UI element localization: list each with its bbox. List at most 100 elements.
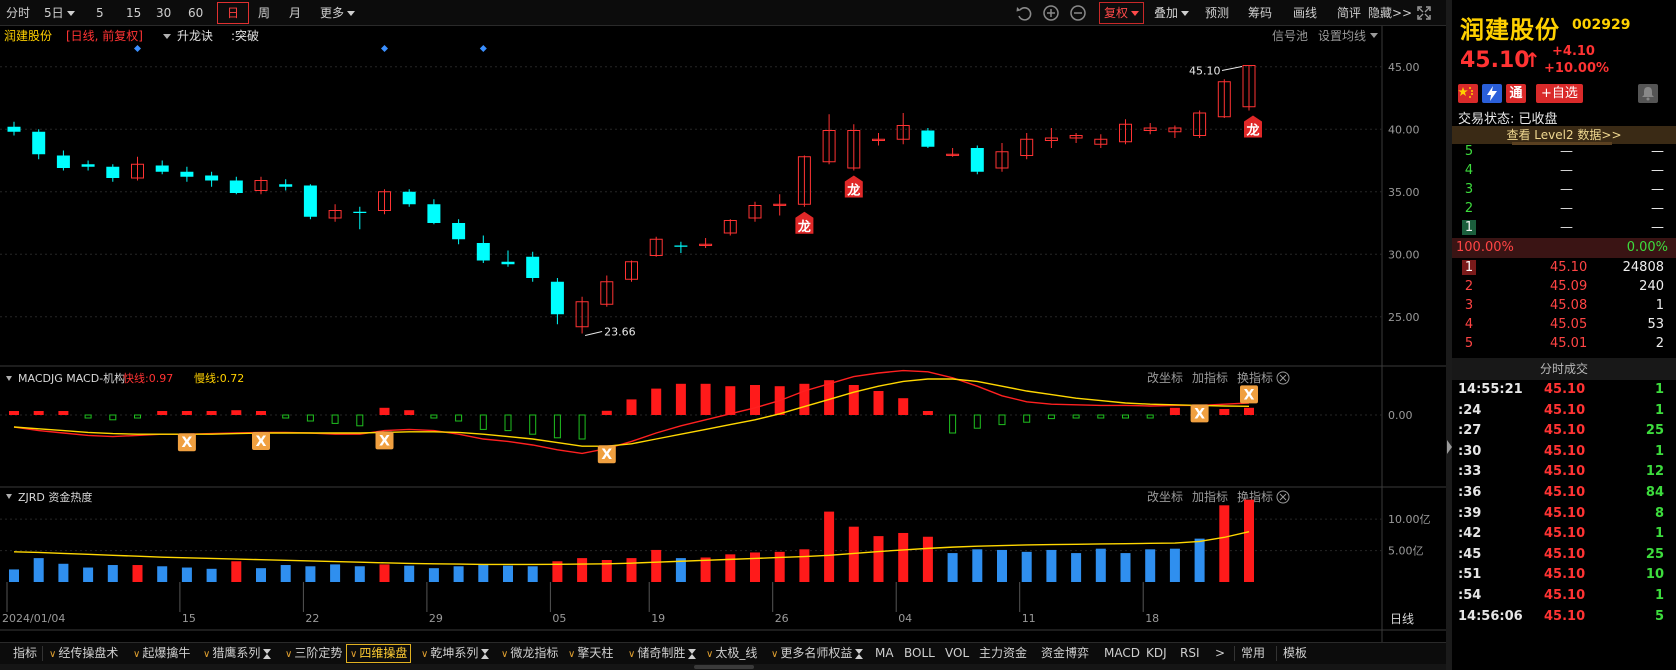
bid-row[interactable]: 3 45.08 1 [1452,298,1676,317]
chips-button[interactable]: 筹码 [1248,6,1273,20]
trades-header[interactable]: 分时成交 [1452,358,1676,380]
tab-common[interactable]: 常用 [1241,646,1266,660]
tab-taiji[interactable]: ∨ 太极_线 [706,646,758,660]
fund-close-icon[interactable] [1276,490,1290,504]
macd-close-icon[interactable] [1276,371,1290,385]
trade-row[interactable]: :27 45.10 25 [1452,423,1676,443]
lightning-icon[interactable] [1482,84,1502,103]
signal-pool-button[interactable]: 信号池 [1272,29,1308,43]
brief-review-button[interactable]: 简评 [1337,6,1362,20]
tab-daily[interactable]: 日 [217,2,249,24]
bell-icon[interactable] [1638,84,1658,103]
macd-swap-indicator-button[interactable]: 换指标 [1237,370,1273,385]
tab-weilong[interactable]: ∨ 微龙指标 [501,646,559,660]
indicator-name[interactable]: 升龙诀 [177,29,213,43]
forecast-button[interactable]: 预测 [1205,6,1230,20]
tab-ma[interactable]: MA [875,646,894,660]
tab-30min[interactable]: 30 [156,6,172,20]
overlay-button[interactable]: 叠加 [1150,2,1193,24]
tab-main-fund[interactable]: 主力资金 [979,646,1028,660]
fund-change-axis-button[interactable]: 改坐标 [1147,490,1183,504]
tab-jingchuan[interactable]: ∨ 经传操盘术 [49,646,119,660]
horizontal-scrollbar[interactable] [0,664,1446,670]
tab-more[interactable]: 更多 [316,2,359,24]
tab-15min[interactable]: 15 [126,6,142,20]
ask-row[interactable]: 3 — — [1452,182,1676,201]
ask-row[interactable]: 5 — — [1452,144,1676,163]
trade-row[interactable]: :54 45.10 1 [1452,588,1676,608]
kline-chart-area[interactable]: 润建股份 [日线, 前复权] 升龙诀 :突破 信号池 设置均线 45.00 40… [0,26,1446,642]
tab-more-masters[interactable]: ∨ 更多名师权益 [768,644,866,663]
macd-collapse-icon[interactable] [6,376,12,381]
trade-row[interactable]: :24 45.10 1 [1452,403,1676,423]
macd-add-indicator-button[interactable]: 加指标 [1192,370,1228,385]
trade-price: 45.10 [1544,423,1586,439]
tab-5min[interactable]: 5 [96,6,104,20]
ask-row[interactable]: 4 — — [1452,163,1676,182]
kline-chart[interactable]: 润建股份 [日线, 前复权] 升龙诀 :突破 信号池 设置均线 45.00 40… [0,26,1446,642]
tab-chuqi[interactable]: ∨ 储奇制胜 [625,644,699,663]
tabs-scroll-right[interactable]: > [1215,646,1226,660]
panel-splitter[interactable] [1446,0,1452,670]
scroll-thumb[interactable] [694,665,754,669]
macd-title[interactable]: MACDJG MACD-机构 [18,371,125,385]
level2-data-button[interactable]: 查看 Level2 数据>> [1452,126,1676,145]
fullscreen-icon[interactable] [1414,3,1434,23]
tab-kdj[interactable]: KDJ [1146,646,1167,660]
tab-macd[interactable]: MACD [1104,646,1140,660]
tab-monthly[interactable]: 月 [289,6,302,20]
trade-row[interactable]: 14:55:21 45.10 1 [1452,382,1676,402]
connect-icon[interactable]: 通 [1506,84,1526,103]
trade-row[interactable]: :45 45.10 25 [1452,547,1676,567]
trade-row[interactable]: 14:56:06 45.10 5 [1452,609,1676,629]
fund-title[interactable]: ZJRD 资金热度 [18,490,92,504]
ask-row[interactable]: 2 — — [1452,201,1676,220]
tab-fund-game[interactable]: 资金博弈 [1041,646,1090,660]
tab-weekly[interactable]: 周 [258,6,271,20]
macd-change-axis-button[interactable]: 改坐标 [1147,371,1183,385]
trade-row[interactable]: :30 45.10 1 [1452,444,1676,464]
trade-price: 45.10 [1544,567,1586,583]
tab-boll[interactable]: BOLL [904,646,935,660]
tab-5day[interactable]: 5日 [40,2,79,24]
trade-row[interactable]: :36 45.10 84 [1452,485,1676,505]
indicator-dropdown-icon[interactable] [163,34,171,39]
bid-row[interactable]: 5 45.01 2 [1452,336,1676,355]
tab-qibao[interactable]: ∨ 起爆擒牛 [133,646,191,660]
bid-row[interactable]: 4 45.05 53 [1452,317,1676,336]
bid-row[interactable]: 2 45.09 240 [1452,279,1676,298]
add-favorite-button[interactable]: +自选 [1536,84,1583,103]
fund-swap-indicator-button[interactable]: 换指标 [1237,489,1273,504]
tab-lieying[interactable]: ∨ 猎鹰系列 [200,644,274,663]
fund-collapse-icon[interactable] [6,494,12,499]
trade-row[interactable]: :33 45.10 12 [1452,464,1676,484]
candlestick-series[interactable] [7,65,1256,334]
ma-dropdown-icon[interactable] [1370,33,1378,38]
tab-vol[interactable]: VOL [945,646,970,660]
tab-60min[interactable]: 60 [188,6,204,20]
hide-panel-button[interactable]: 隐藏>> [1368,6,1413,20]
trade-row[interactable]: :51 45.10 10 [1452,567,1676,587]
collapse-arrow-icon[interactable] [1447,440,1452,454]
ask-row[interactable]: 1 — — [1452,220,1676,239]
low-arrow-icon [584,331,603,336]
fund-add-indicator-button[interactable]: 加指标 [1192,489,1228,504]
zoom-in-icon[interactable] [1041,3,1061,23]
adjust-rights-button[interactable]: 复权 [1099,2,1145,24]
draw-line-button[interactable]: 画线 [1293,6,1318,20]
tab-template[interactable]: 模板 [1283,646,1308,660]
zoom-out-icon[interactable] [1068,3,1088,23]
tab-sanjie[interactable]: ∨ 三阶定势 [285,646,343,660]
trade-row[interactable]: :42 45.10 1 [1452,526,1676,546]
set-ma-button[interactable]: 设置均线 [1318,29,1366,43]
tab-indicator[interactable]: 指标 [13,646,38,660]
bid-row[interactable]: 1 45.10 24808 [1452,260,1676,279]
tab-siwei[interactable]: ∨ 四维操盘 [346,644,412,663]
tab-qingtian[interactable]: ∨ 擎天柱 [568,646,614,660]
tab-qiankun[interactable]: ∨ 乾坤系列 [418,644,492,663]
china-flag-icon[interactable] [1458,84,1478,103]
tab-rsi[interactable]: RSI [1180,646,1200,660]
undo-icon[interactable] [1014,3,1034,23]
trade-row[interactable]: :39 45.10 8 [1452,506,1676,526]
tab-intraday[interactable]: 分时 [6,6,31,20]
